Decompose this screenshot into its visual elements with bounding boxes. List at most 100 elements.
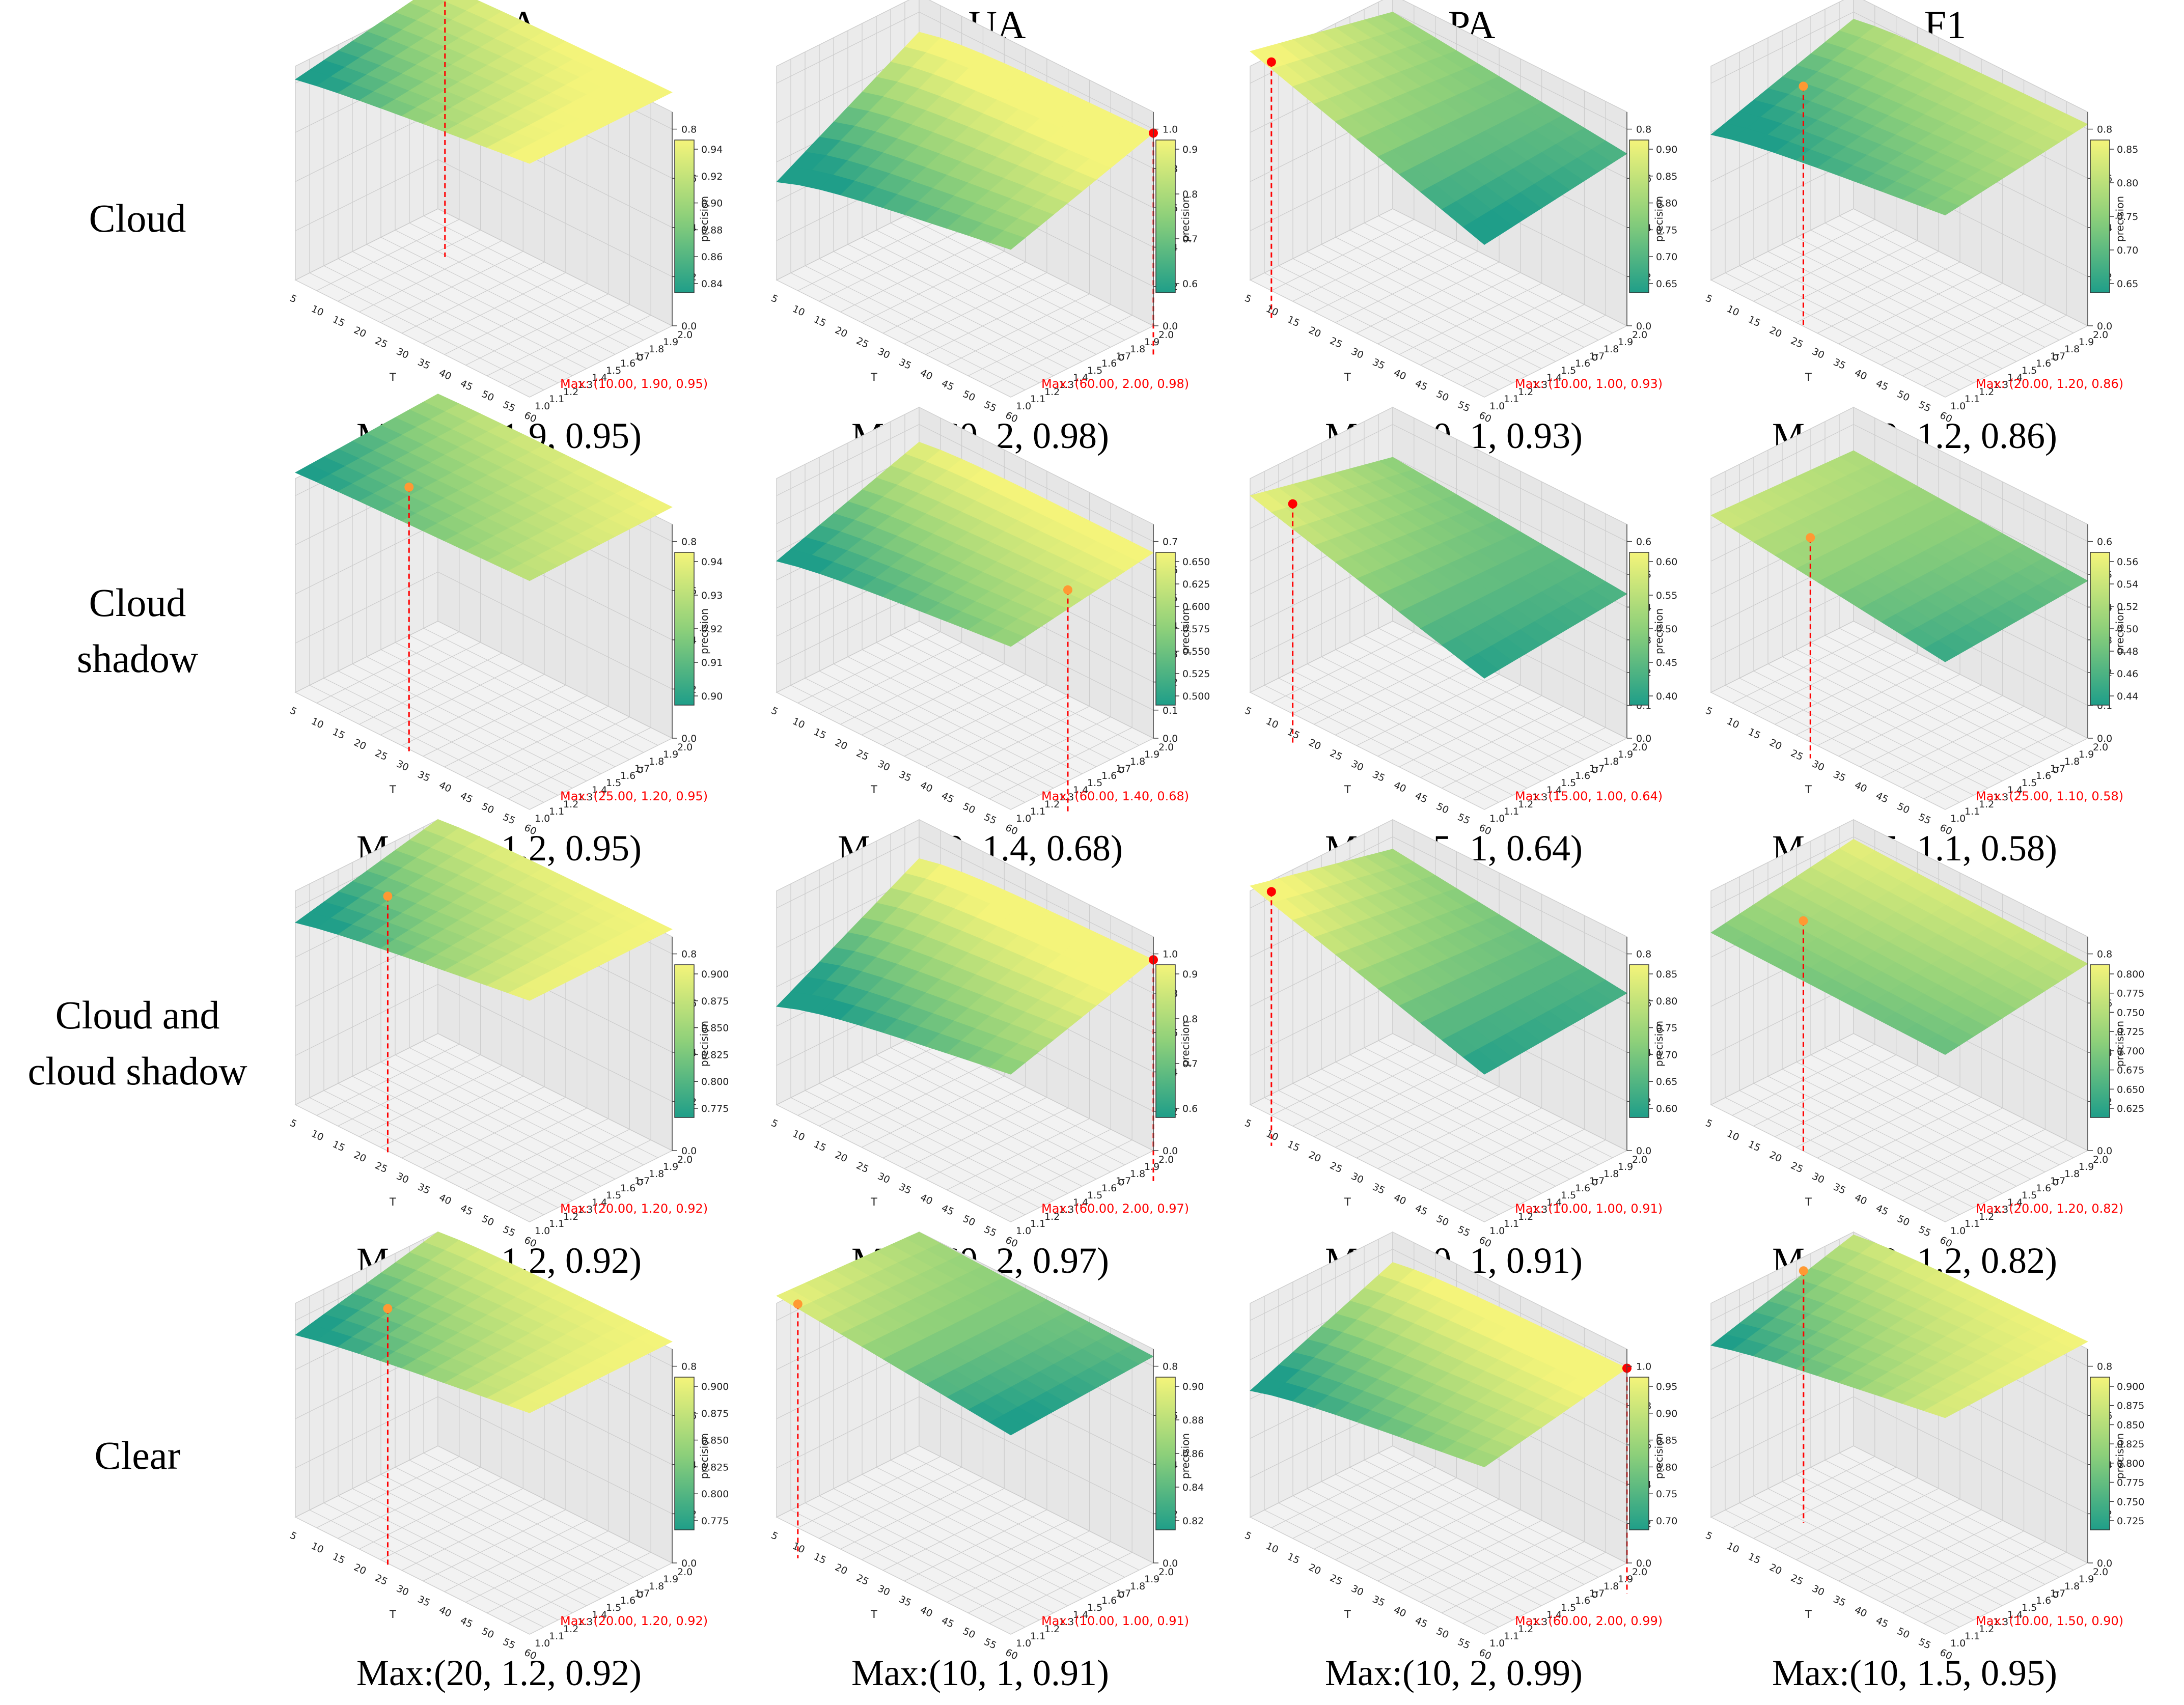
row-label-1: Cloud <box>89 196 186 240</box>
colorbar-tick-label: 0.75 <box>1656 1489 1677 1500</box>
surface <box>1250 12 1627 245</box>
max-point-marker <box>1288 499 1297 509</box>
x-axis-label: T <box>389 1196 396 1208</box>
y-tick-label: 1.2 <box>563 1624 578 1635</box>
y-axis-label: σ <box>637 763 644 776</box>
x-tick-label: 55 <box>501 1224 517 1239</box>
x-tick-label: 50 <box>480 1213 495 1228</box>
x-tick-label: 55 <box>1917 399 1932 414</box>
x-tick-label: 50 <box>961 1213 977 1228</box>
y-tick-label: 1.0 <box>1950 813 1966 824</box>
y-tick-label: 1.0 <box>1016 1225 1031 1237</box>
surface <box>776 858 1154 1075</box>
y-axis-label: σ <box>1591 763 1598 776</box>
y-tick-label: 1.5 <box>606 365 621 376</box>
y-axis-label: σ <box>1591 351 1598 364</box>
x-tick-label: 20 <box>833 324 849 340</box>
x-tick-label: 15 <box>331 314 347 329</box>
y-tick-label: 1.2 <box>1044 799 1060 810</box>
colorbar-tick-label: 0.65 <box>2117 278 2138 290</box>
z-tick-label: 0.8 <box>2097 949 2112 960</box>
y-tick-label: 1.8 <box>2064 1168 2080 1180</box>
max-annotation: Max: (60.00, 2.00, 0.99) <box>1515 1614 1663 1628</box>
y-tick-label: 1.0 <box>1489 1225 1505 1237</box>
y-tick-label: 1.0 <box>535 813 550 824</box>
z-tick-label: 1.0 <box>1163 949 1178 960</box>
y-tick-label: 1.0 <box>535 1225 550 1237</box>
y-tick-label: 1.3 <box>1059 379 1074 390</box>
z-axis-label: precision <box>1653 1433 1665 1479</box>
y-tick-label: 1.8 <box>649 1168 664 1180</box>
y-tick-label: 2.0 <box>677 742 693 753</box>
y-tick-label: 1.4 <box>2007 785 2023 796</box>
colorbar: 0.65 0.70 0.75 0.80 0.85 0.90 <box>1629 139 1677 293</box>
y-axis-label: σ <box>2052 1176 2059 1188</box>
x-tick-label: 45 <box>1874 378 1890 393</box>
x-tick-label: 50 <box>1434 388 1450 404</box>
x-tick-label: 30 <box>876 758 892 773</box>
x-tick-label: 30 <box>1349 1170 1365 1186</box>
colorbar-tick-label: 0.725 <box>2117 1516 2144 1527</box>
y-tick-label: 1.3 <box>1059 1204 1074 1215</box>
colorbar-tick-label: 0.90 <box>1656 144 1677 155</box>
x-tick-label: 45 <box>1413 1203 1429 1218</box>
x-tick-label: 15 <box>812 314 828 329</box>
z-tick-label: 0.0 <box>1636 1145 1651 1157</box>
y-tick-label: 1.8 <box>1604 756 1619 767</box>
x-tick-label: 10 <box>310 1541 325 1556</box>
colorbar-tick-label: 0.92 <box>701 171 723 182</box>
y-tick-label: 1.0 <box>535 1638 550 1649</box>
x-tick-label: 40 <box>437 367 453 382</box>
x-tick-label: 20 <box>833 737 849 752</box>
y-tick-label: 1.3 <box>577 379 593 390</box>
colorbar-tick-label: 0.70 <box>1656 1049 1677 1060</box>
colorbar-tick-label: 0.56 <box>2117 556 2138 568</box>
x-tick-label: 5 <box>1243 705 1253 718</box>
colorbar-tick-label: 0.52 <box>2117 601 2138 612</box>
x-tick-label: 55 <box>982 399 998 414</box>
x-tick-label: 50 <box>1895 1213 1911 1228</box>
x-tick-label: 45 <box>939 790 955 805</box>
y-tick-label: 2.0 <box>1158 329 1174 341</box>
z-tick-label: 0.0 <box>1163 321 1178 332</box>
colorbar-tick-label: 0.90 <box>701 691 723 702</box>
grid-lines <box>776 1239 1154 1628</box>
x-tick-label: 15 <box>331 1551 347 1566</box>
y-tick-label: 1.6 <box>1101 1595 1117 1606</box>
x-tick-label: 45 <box>939 1203 955 1218</box>
surface-facet <box>1923 198 1960 216</box>
max-annotation: Max: (60.00, 2.00, 0.98) <box>1041 377 1189 391</box>
x-axis-label: T <box>1344 1608 1351 1620</box>
x-tick-label: 15 <box>1286 314 1302 329</box>
surface-facet <box>1462 218 1499 245</box>
y-tick-label: 1.0 <box>1950 1638 1966 1649</box>
colorbar-tick-label: 0.40 <box>1656 691 1677 702</box>
y-axis: 1.01.11.21.31.41.51.61.71.81.92.0 σ <box>1950 1154 2108 1237</box>
x-tick-label: 15 <box>812 1138 828 1154</box>
x-tick-label: 35 <box>1371 1181 1387 1196</box>
x-tick-label: 10 <box>1264 303 1280 319</box>
x-axis-label: T <box>870 784 877 796</box>
panel-ua-1: 0.00.20.40.60.81.0precision5101520253035… <box>769 0 1198 456</box>
max-point-marker <box>1806 533 1815 543</box>
y-tick-label: 1.3 <box>1993 1204 2008 1215</box>
x-tick-label: 10 <box>791 303 807 319</box>
colorbar-tick-label: 0.675 <box>2117 1065 2144 1076</box>
y-tick-label: 2.0 <box>1632 1567 1647 1578</box>
colorbar-tick-label: 0.84 <box>701 278 723 290</box>
y-tick-label: 1.8 <box>2064 1581 2080 1592</box>
z-tick-label: 1.0 <box>1636 1361 1651 1373</box>
colorbar-tick-label: 0.8 <box>1182 189 1198 200</box>
x-tick-label: 30 <box>395 1170 410 1186</box>
colorbar: 0.500 0.525 0.550 0.575 0.600 0.625 0.650 <box>1155 552 1210 706</box>
z-tick-label: 0.1 <box>1163 705 1178 716</box>
surface <box>1710 838 2088 1055</box>
y-axis: 1.01.11.21.31.41.51.61.71.81.92.0 σ <box>1950 1567 2108 1649</box>
colorbar-tick-label: 0.600 <box>1182 601 1210 612</box>
y-tick-label: 1.5 <box>606 1602 621 1613</box>
panel-pa-4: 0.00.20.40.60.81.0precision5101520253035… <box>1243 1231 1677 1693</box>
x-tick-label: 35 <box>416 356 432 372</box>
y-tick-label: 1.9 <box>1144 1574 1159 1585</box>
y-tick-label: 1.2 <box>1518 799 1533 810</box>
y-tick-label: 1.8 <box>2064 344 2080 355</box>
